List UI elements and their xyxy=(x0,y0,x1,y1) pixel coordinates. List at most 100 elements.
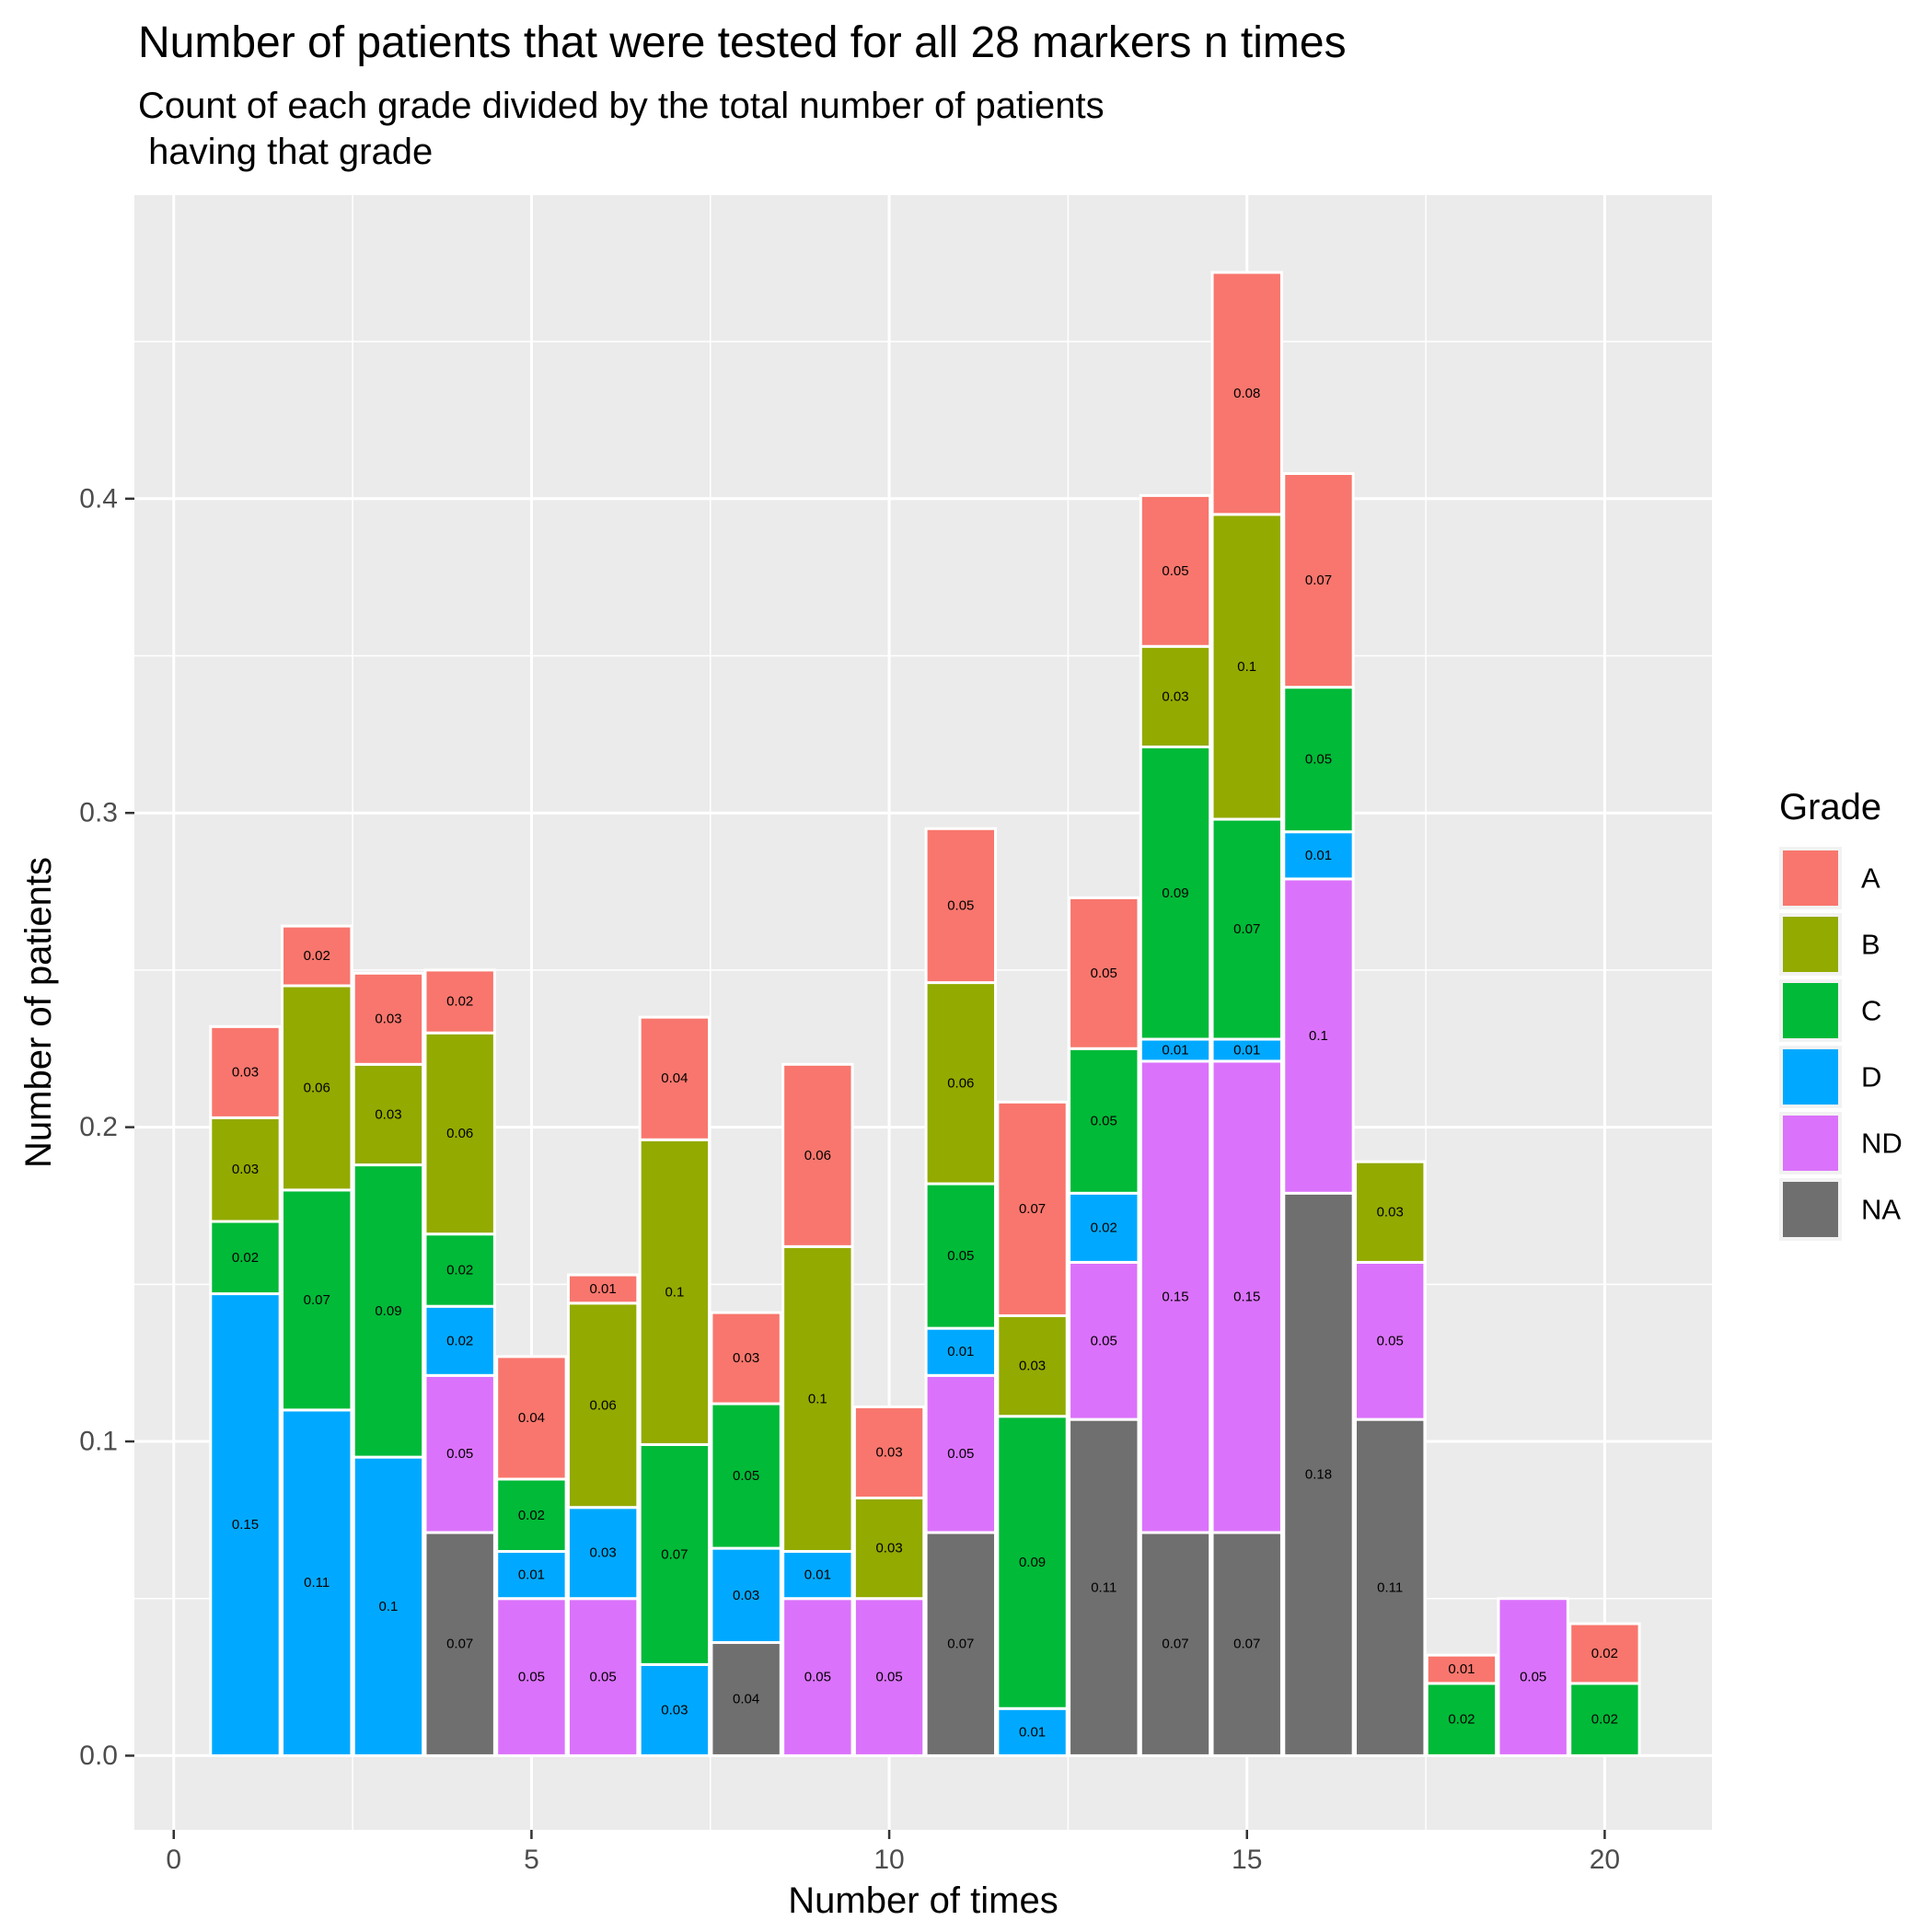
bar-a-x1 xyxy=(209,1024,282,1119)
segment-label: 0.11 xyxy=(1377,1579,1403,1595)
bar-c-x20 xyxy=(1568,1682,1641,1757)
segment-label: 0.02 xyxy=(446,1262,473,1278)
segment-label: 0.05 xyxy=(875,1670,902,1685)
segment-label: 0.05 xyxy=(590,1670,617,1685)
segment-label: 0.06 xyxy=(947,1075,974,1091)
bar-a-x5 xyxy=(495,1355,568,1481)
bar-a-x7 xyxy=(638,1015,711,1141)
segment-label: 0.06 xyxy=(446,1126,473,1141)
bar-nd-x4 xyxy=(423,1373,496,1534)
segment-label: 0.02 xyxy=(1448,1712,1475,1728)
legend-swatch-b xyxy=(1783,917,1838,972)
bar-d-x2 xyxy=(281,1408,353,1757)
legend: Grade A B C D ND NA xyxy=(1779,787,1903,1241)
legend-label-nd: ND xyxy=(1861,1128,1903,1160)
segment-label: 0.03 xyxy=(375,1011,401,1026)
bar-nd-x9 xyxy=(781,1597,854,1757)
bar-d-x3 xyxy=(352,1455,425,1757)
bar-na-x16 xyxy=(1282,1191,1355,1757)
bar-a-x4 xyxy=(423,968,496,1035)
bar-a-x16 xyxy=(1282,471,1355,689)
bar-nd-x17 xyxy=(1354,1260,1427,1421)
bar-c-x1 xyxy=(209,1220,282,1296)
bar-na-x4 xyxy=(423,1531,496,1757)
bar-a-x12 xyxy=(996,1100,1069,1317)
bar-c-x13 xyxy=(1068,1047,1140,1195)
segment-label: 0.09 xyxy=(1019,1555,1046,1570)
segment-label: 0.05 xyxy=(1520,1670,1546,1685)
bar-c-x12 xyxy=(996,1415,1069,1710)
bar-c-x2 xyxy=(281,1188,353,1412)
segment-label: 0.06 xyxy=(304,1080,330,1095)
bar-b-x1 xyxy=(209,1116,282,1223)
bar-d-x16 xyxy=(1282,830,1355,881)
segment-label: 0.02 xyxy=(446,1333,473,1348)
bar-b-x6 xyxy=(566,1301,640,1510)
segment-label: 0.05 xyxy=(1305,752,1332,768)
segment-label: 0.01 xyxy=(518,1568,545,1583)
y-tick-label: 0.2 xyxy=(79,1112,118,1142)
chart-title: Number of patients that were tested for … xyxy=(138,18,1347,67)
segment-label: 0.05 xyxy=(947,1446,974,1462)
segment-label: 0.05 xyxy=(1091,966,1117,981)
chart-subtitle-line-2: having that grade xyxy=(138,132,433,172)
y-axis: 0.0 0.1 0.2 0.3 0.4 xyxy=(79,483,134,1771)
bar-d-x1 xyxy=(209,1292,282,1757)
bar-c-x16 xyxy=(1282,686,1355,834)
segment-label: 0.02 xyxy=(518,1508,545,1523)
segment-label: 0.01 xyxy=(1448,1661,1475,1677)
segment-label: 0.11 xyxy=(304,1575,330,1591)
bar-d-x13 xyxy=(1068,1191,1140,1264)
segment-label: 0.03 xyxy=(733,1350,759,1366)
segment-label: 0.09 xyxy=(375,1303,401,1319)
bar-a-x18 xyxy=(1425,1653,1498,1685)
segment-label: 0.05 xyxy=(804,1670,831,1685)
segment-label: 0.07 xyxy=(446,1637,473,1652)
x-tick-label: 15 xyxy=(1232,1845,1262,1875)
bar-a-x2 xyxy=(281,924,353,988)
x-axis-title: Number of times xyxy=(788,1880,1058,1921)
segment-label: 0.15 xyxy=(232,1517,259,1533)
segment-label: 0.07 xyxy=(1019,1201,1046,1217)
segment-label: 0.02 xyxy=(1591,1712,1618,1728)
legend-swatch-nd xyxy=(1783,1116,1838,1171)
bar-d-x6 xyxy=(566,1506,640,1601)
chart-subtitle-line-1: Count of each grade divided by the total… xyxy=(138,86,1105,126)
segment-label: 0.01 xyxy=(1305,848,1332,863)
bar-b-x12 xyxy=(996,1313,1069,1418)
segment-label: 0.04 xyxy=(518,1410,545,1426)
bar-c-x7 xyxy=(638,1442,711,1666)
bar-d-x5 xyxy=(495,1550,568,1601)
bar-a-x20 xyxy=(1568,1622,1641,1685)
segment-label: 0.1 xyxy=(665,1284,684,1300)
segment-label: 0.05 xyxy=(1091,1113,1117,1128)
segment-label: 0.07 xyxy=(1233,921,1260,937)
legend-title: Grade xyxy=(1779,787,1881,827)
bar-c-x14 xyxy=(1139,746,1212,1041)
legend-label-d: D xyxy=(1861,1061,1881,1093)
bar-a-x6 xyxy=(566,1273,640,1305)
segment-label: 0.02 xyxy=(304,948,330,964)
bar-nd-x6 xyxy=(566,1597,640,1757)
x-tick-label: 10 xyxy=(873,1845,904,1875)
segment-label: 0.09 xyxy=(1162,885,1188,901)
y-tick-label: 0.4 xyxy=(79,483,118,514)
bar-na-x14 xyxy=(1139,1531,1212,1757)
segment-label: 0.11 xyxy=(1091,1579,1116,1595)
segment-label: 0.1 xyxy=(808,1391,827,1406)
bar-c-x8 xyxy=(710,1402,782,1550)
legend-swatch-c xyxy=(1783,983,1838,1038)
x-tick-label: 5 xyxy=(524,1845,539,1875)
legend-label-c: C xyxy=(1861,995,1881,1027)
segment-label: 0.04 xyxy=(661,1070,688,1086)
segment-label: 0.1 xyxy=(1309,1028,1328,1044)
bar-b-x3 xyxy=(352,1062,425,1167)
legend-swatch-na xyxy=(1783,1182,1838,1237)
y-tick-label: 0.0 xyxy=(79,1741,118,1771)
segment-label: 0.07 xyxy=(661,1546,688,1562)
segment-label: 0.01 xyxy=(1233,1042,1260,1058)
segment-label: 0.05 xyxy=(733,1468,759,1484)
bar-a-x15 xyxy=(1210,271,1283,516)
bar-nd-x14 xyxy=(1139,1059,1212,1534)
segment-label: 0.1 xyxy=(1237,659,1256,675)
